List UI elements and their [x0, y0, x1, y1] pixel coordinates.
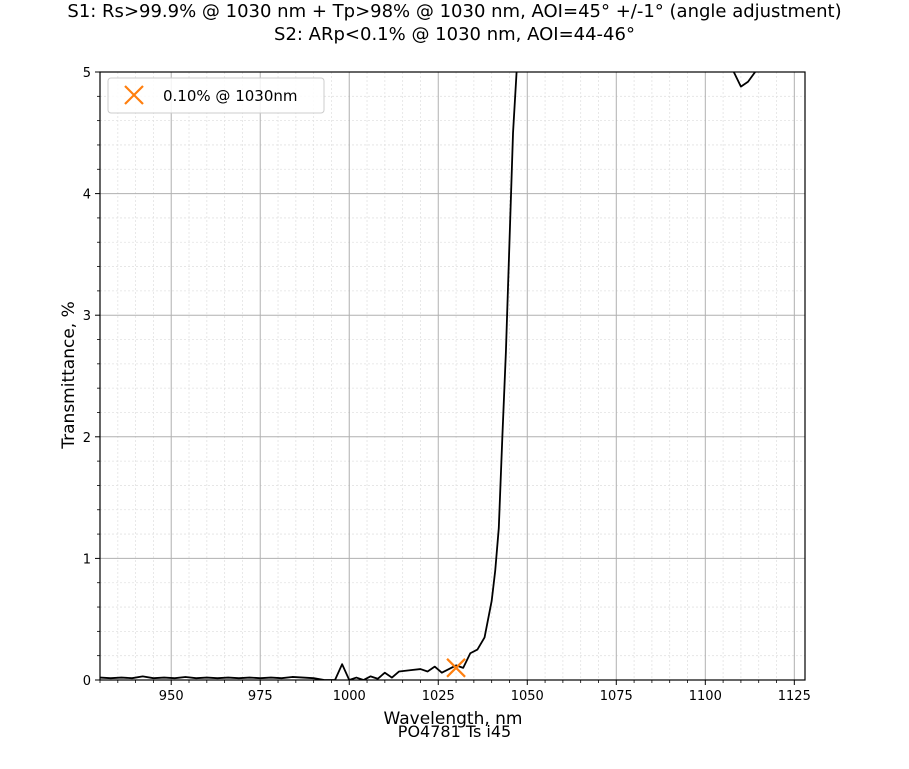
- legend-marker: [124, 85, 144, 105]
- data-marker-x: [446, 658, 466, 678]
- y-tick-label: 3: [83, 309, 91, 324]
- chart-title: S1: Rs>99.9% @ 1030 nm + Tp>98% @ 1030 n…: [67, 1, 842, 22]
- x-tick-label: 1025: [422, 689, 455, 704]
- series-line-1: [100, 72, 518, 680]
- x-stroke: [446, 658, 466, 678]
- legend-box: [107, 77, 325, 114]
- minor-grid: [99, 72, 805, 680]
- series-layer: [100, 72, 756, 680]
- y-axis-label: Transmittance, %: [59, 301, 79, 450]
- x-tick-label: 975: [248, 689, 273, 704]
- y-tick-label: 1: [83, 552, 91, 567]
- major-grid: [100, 71, 805, 681]
- x-tick-label: 950: [159, 689, 184, 704]
- x-tick-label: 1100: [689, 689, 722, 704]
- series-line-2: [732, 72, 756, 88]
- y-tick-label: 5: [83, 66, 91, 81]
- legend: 0.10% @ 1030nm: [107, 77, 325, 114]
- chart-subtitle: S2: ARp<0.1% @ 1030 nm, AOI=44-46°: [274, 24, 635, 45]
- marker-layer: [446, 658, 466, 678]
- x-tick-label: 1000: [333, 689, 366, 704]
- x-tick-label: 1125: [778, 689, 811, 704]
- y-tick-label: 0: [83, 674, 91, 689]
- axes: 950 975 1000 1025 1050 1075 1100 1125 0 1 2 3 4 5: [83, 66, 811, 704]
- x-axis-label: Wavelength, nm: [384, 709, 523, 729]
- legend-x-marker: [124, 85, 144, 105]
- y-tick-label: 4: [83, 188, 91, 203]
- y-tick-label: 2: [83, 431, 91, 446]
- x-tick-label: 1050: [511, 689, 544, 704]
- legend-label: 0.10% @ 1030nm: [163, 87, 297, 105]
- x-tick-label: 1075: [600, 689, 633, 704]
- plot-frame: [99, 71, 806, 681]
- x-stroke: [124, 85, 144, 105]
- figure-caption: PO4781 Ts i45: [397, 722, 512, 741]
